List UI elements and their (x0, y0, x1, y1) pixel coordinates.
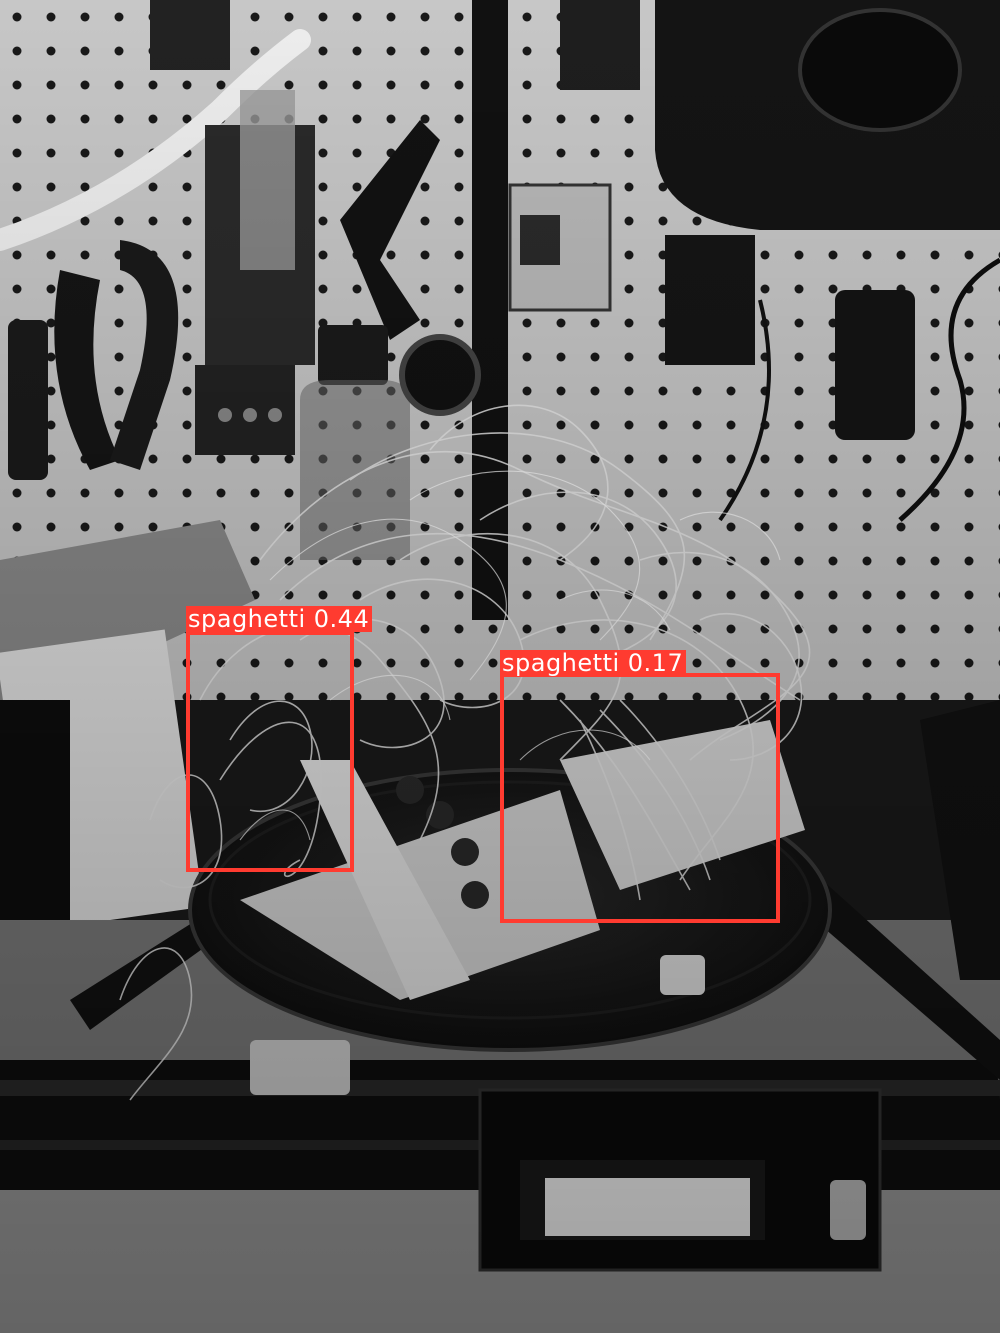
detection-label-1: spaghetti 0.44 (186, 606, 373, 632)
detection-label-2: spaghetti 0.17 (500, 650, 687, 676)
detection-box-2 (500, 673, 780, 923)
detection-box-1 (186, 631, 354, 872)
